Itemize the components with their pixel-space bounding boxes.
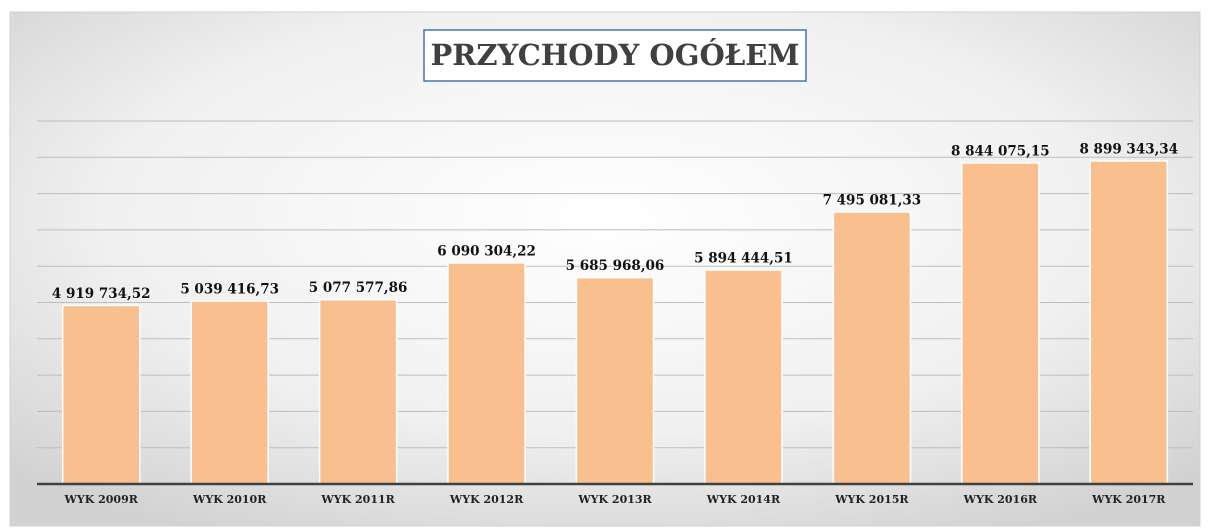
data-label: 4 919 734,52 xyxy=(52,286,151,302)
data-label: 8 844 075,15 xyxy=(951,143,1050,159)
x-tick-label: WYK 2016R xyxy=(963,493,1038,506)
chart-title: PRZYCHODY OGÓŁEM xyxy=(430,37,799,72)
bar xyxy=(447,262,526,485)
data-label: 6 090 304,22 xyxy=(437,243,536,259)
bar xyxy=(190,300,269,485)
x-tick-label: WYK 2011R xyxy=(320,493,395,506)
bar xyxy=(61,304,141,485)
x-tick-label: WYK 2012R xyxy=(449,493,524,506)
x-tick-label: WYK 2017R xyxy=(1091,493,1166,506)
data-label: 5 039 416,73 xyxy=(180,282,279,298)
bar xyxy=(961,162,1040,485)
x-tick-label: WYK 2013R xyxy=(577,493,652,506)
bar xyxy=(832,211,912,485)
data-label: 8 899 343,34 xyxy=(1079,141,1178,157)
x-tick-label: WYK 2014R xyxy=(706,493,781,506)
bar xyxy=(704,269,783,485)
x-tick-label: WYK 2010R xyxy=(192,493,267,506)
data-label: 5 077 577,86 xyxy=(309,280,408,296)
x-tick-label: WYK 2009R xyxy=(64,493,139,506)
data-label: 7 495 081,33 xyxy=(823,192,922,208)
x-tick-label: WYK 2015R xyxy=(834,493,909,506)
data-label: 5 685 968,06 xyxy=(566,258,665,274)
title-box xyxy=(423,29,807,82)
bar xyxy=(1089,160,1169,485)
bar xyxy=(575,276,655,485)
bar xyxy=(318,298,398,485)
data-label: 5 894 444,51 xyxy=(694,251,793,267)
